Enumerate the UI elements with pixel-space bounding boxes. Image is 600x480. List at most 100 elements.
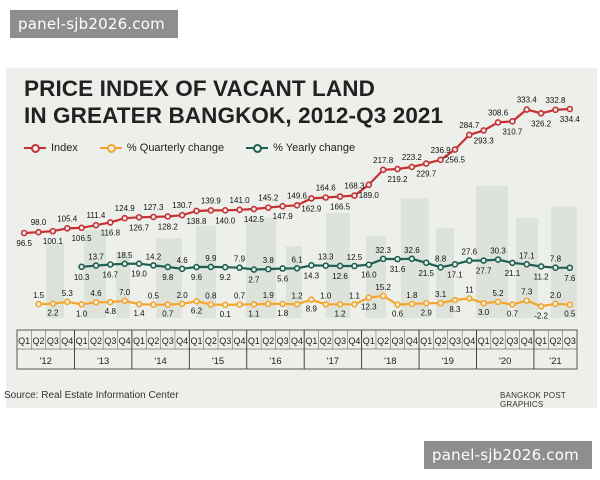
data-point-quarterly (121, 297, 128, 305)
x-tick-label: Q3 (506, 336, 518, 346)
year-label: '16 (269, 356, 281, 367)
data-point-quarterly (178, 300, 186, 308)
data-label-quarterly: 0.1 (220, 310, 232, 319)
data-point-yearly (365, 261, 373, 269)
data-label-quarterly: 1.0 (76, 309, 88, 318)
x-tick-label: Q4 (348, 336, 360, 346)
skyline-background (46, 186, 577, 318)
data-label-quarterly: 1.1 (248, 309, 260, 318)
chart-title-line-1: PRICE INDEX OF VACANT LAND (24, 76, 375, 101)
data-point-quarterly (264, 300, 272, 308)
data-point-index (480, 127, 487, 134)
data-label-quarterly: 2.0 (550, 291, 562, 300)
data-point-index (322, 194, 330, 201)
data-point-quarterly (193, 297, 200, 305)
legend-item-index: Index (24, 142, 78, 154)
data-label-index: 162.9 (301, 204, 322, 213)
data-point-quarterly (379, 292, 387, 300)
year-label: '14 (154, 356, 166, 367)
data-label-yearly: 9.2 (220, 273, 232, 282)
data-label-yearly: 27.6 (462, 248, 478, 257)
skyline-building (46, 244, 64, 318)
data-point-yearly (351, 262, 358, 270)
data-point-quarterly (63, 298, 71, 306)
x-tick-label: Q2 (33, 336, 45, 346)
data-label-quarterly: 4.8 (105, 307, 117, 316)
data-label-index: 168.3 (344, 182, 365, 191)
data-point-quarterly (49, 300, 57, 307)
data-point-quarterly (107, 298, 114, 306)
x-tick-label: Q1 (133, 336, 145, 346)
data-label-quarterly: 1.4 (133, 309, 145, 318)
data-point-index (35, 228, 42, 236)
data-point-index (293, 202, 301, 209)
data-label-yearly: 11.2 (534, 272, 550, 281)
year-label: '15 (212, 356, 224, 367)
data-point-yearly (494, 256, 502, 263)
data-label-index: 100.1 (43, 237, 64, 246)
x-tick-label: Q2 (377, 336, 389, 346)
legend-label-index: Index (51, 142, 78, 154)
data-point-index (135, 213, 143, 221)
data-point-yearly (92, 262, 100, 269)
skyline-building (516, 218, 538, 318)
x-tick-label: Q4 (234, 336, 246, 346)
x-tick-label: Q2 (492, 336, 504, 346)
data-label-yearly: 18.5 (117, 251, 133, 260)
data-label-index: 332.8 (545, 96, 566, 105)
data-point-quarterly (494, 298, 502, 306)
data-point-index (509, 118, 516, 125)
data-point-quarterly (250, 301, 258, 308)
x-tick-label: Q3 (219, 336, 231, 346)
x-tick-label: Q4 (463, 336, 475, 346)
data-point-quarterly (164, 301, 172, 308)
x-tick-label: Q3 (104, 336, 116, 346)
x-tick-label: Q1 (76, 336, 88, 346)
data-label-index: 130.7 (172, 201, 193, 210)
data-point-index (20, 229, 28, 237)
data-label-quarterly: 2.2 (47, 309, 59, 318)
data-point-yearly (150, 262, 157, 269)
data-label-index: 333.4 (517, 96, 538, 105)
data-label-quarterly: 1.8 (277, 309, 289, 318)
data-point-yearly (107, 261, 114, 268)
data-label-index: 256.5 (445, 156, 466, 165)
data-label-quarterly: 5.3 (62, 289, 74, 298)
data-label-quarterly: 1.9 (263, 291, 275, 300)
data-point-index (422, 160, 430, 167)
data-label-yearly: 12.5 (347, 253, 363, 262)
data-label-quarterly: 0.5 (564, 310, 576, 319)
data-point-index (49, 227, 57, 235)
data-label-quarterly: 7.3 (521, 288, 533, 297)
data-label-yearly: 32.3 (375, 246, 391, 255)
data-label-index: 126.7 (129, 223, 150, 232)
data-point-index (523, 106, 531, 113)
legend: Index % Quarterly change % Yearly change (24, 142, 355, 154)
chart-card: Q1 Q2 Q3 Q4 Q1 Q2 Q3 Q4 Q1 Q2 Q3 Q4 Q1 Q2 Q3 Q4 Q1 Q2 Q3 Q4… (6, 68, 597, 408)
x-tick-label: Q4 (61, 336, 73, 346)
data-point-index (221, 207, 229, 214)
data-label-quarterly: 1.2 (335, 309, 347, 318)
data-point-quarterly (480, 299, 487, 307)
year-label: '21 (549, 356, 561, 367)
data-label-index: 142.5 (244, 215, 265, 224)
data-point-index (437, 156, 444, 164)
data-point-yearly (537, 263, 545, 270)
data-label-quarterly: 0.8 (205, 292, 217, 301)
data-point-index (308, 195, 315, 202)
data-point-yearly (394, 255, 401, 263)
data-label-yearly: 9.8 (162, 273, 174, 282)
data-point-yearly (293, 265, 301, 272)
data-point-quarterly (509, 301, 516, 308)
data-label-index: 128.2 (158, 222, 179, 231)
x-tick-label: Q1 (305, 336, 317, 346)
x-tick-label: Q1 (535, 336, 547, 346)
data-label-index: 219.2 (387, 175, 408, 184)
year-label: '18 (384, 356, 396, 367)
data-point-yearly (308, 262, 315, 269)
x-tick-label: Q4 (176, 336, 188, 346)
data-label-quarterly: -2.2 (534, 311, 548, 320)
data-label-quarterly: 2.9 (421, 308, 433, 317)
data-point-yearly (466, 257, 473, 264)
legend-label-quarterly: % Quarterly change (126, 142, 225, 154)
